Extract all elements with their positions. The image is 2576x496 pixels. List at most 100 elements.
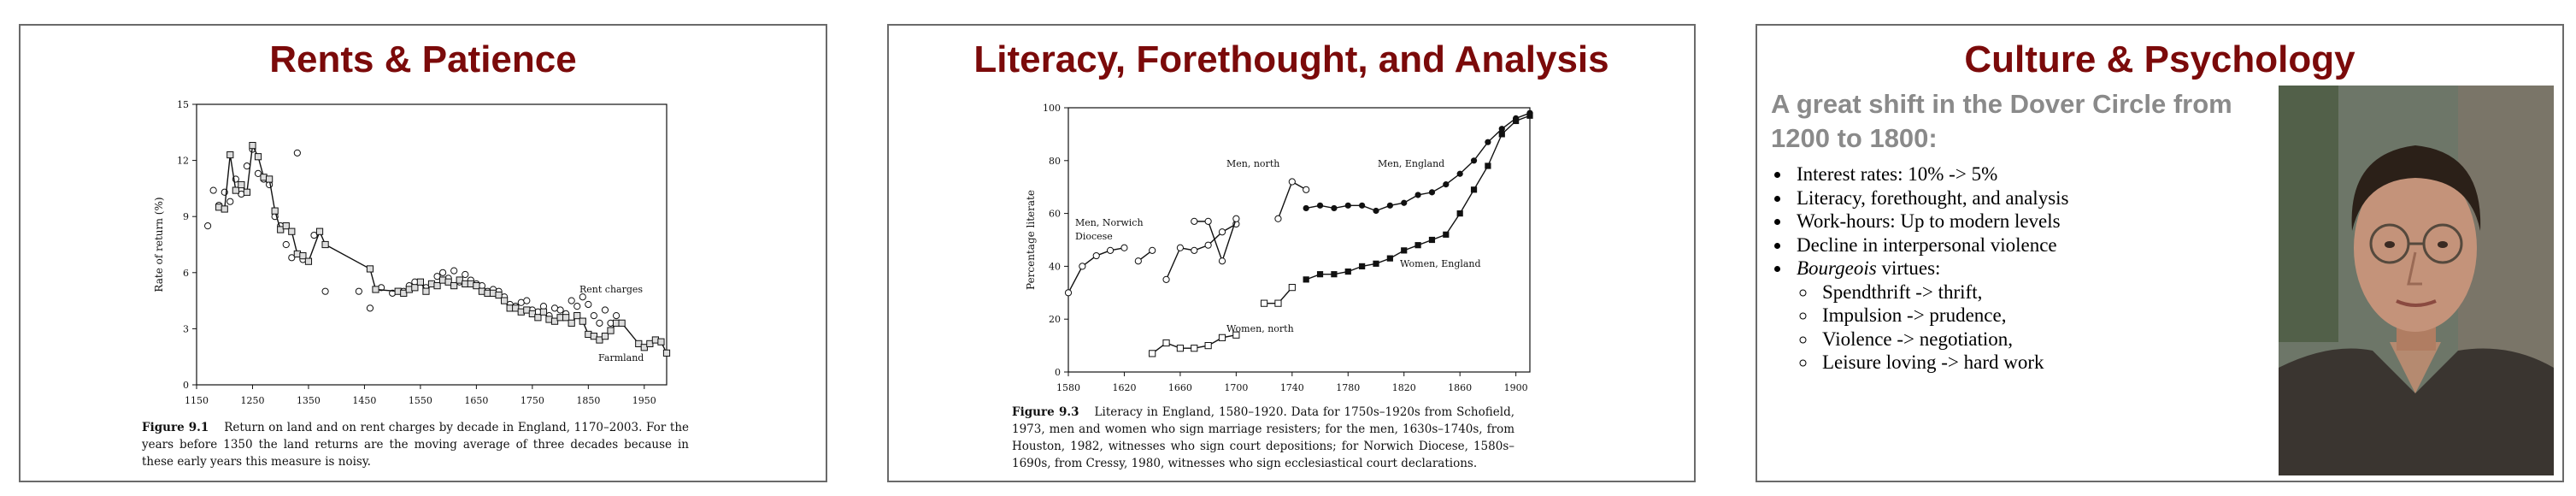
x-tick-label: 1660 [1168, 382, 1192, 393]
data-point [601, 306, 609, 314]
data-point [1191, 345, 1198, 352]
data-point [528, 310, 536, 318]
chart-annotation: Women, north [1226, 323, 1294, 334]
data-point [523, 306, 531, 314]
data-point [433, 273, 441, 280]
bourgeois-suffix: virtues: [1876, 257, 1941, 279]
data-point [1485, 139, 1491, 145]
slide-title: Literacy, Forethought, and Analysis [973, 38, 1609, 80]
y-tick-label: 100 [1043, 103, 1061, 114]
data-point [579, 293, 586, 301]
data-point [1485, 162, 1491, 169]
data-point [1162, 339, 1170, 347]
data-point [640, 344, 648, 351]
data-point [585, 300, 592, 309]
data-point [1344, 268, 1351, 275]
data-point [271, 207, 279, 215]
data-point [568, 297, 575, 304]
x-tick-label: 1750 [520, 395, 544, 406]
data-point [282, 240, 290, 249]
bullet-item-bourgeois: Bourgeois virtues: Spendthrift -> thrift… [1791, 257, 2304, 375]
data-point [473, 282, 480, 290]
data-point [512, 304, 520, 312]
data-point [1428, 189, 1436, 196]
y-tick-label: 40 [1049, 261, 1061, 272]
data-point [1149, 350, 1156, 357]
data-point [1191, 217, 1198, 225]
data-point [618, 319, 626, 327]
data-point [1443, 181, 1450, 188]
bullet-item: Literacy, forethought, and analysis [1791, 186, 2304, 210]
bullet-item: Decline in interpersonal violence [1791, 233, 2304, 257]
x-tick-label: 1820 [1392, 382, 1416, 393]
data-point [238, 180, 245, 189]
data-point [1079, 263, 1086, 270]
slide-literacy: Literacy, Forethought, and Analysis 1580… [887, 24, 1696, 482]
chart-annotation: Diocese [1075, 231, 1113, 242]
data-point [321, 240, 329, 249]
data-point [232, 186, 239, 194]
data-point [657, 338, 665, 345]
data-point [590, 311, 597, 320]
data-point [277, 226, 285, 233]
data-point [243, 188, 251, 196]
sub-bullet-item: Spendthrift -> thrift, [1817, 280, 2304, 304]
data-point [1414, 242, 1421, 249]
data-point [1191, 246, 1198, 254]
data-point [1513, 117, 1520, 125]
data-point [1331, 271, 1338, 278]
data-point [1303, 276, 1309, 283]
sub-bullet-item: Leisure loving -> hard work [1817, 351, 2304, 375]
x-tick-label: 1250 [240, 395, 264, 406]
data-point [568, 319, 575, 327]
data-point [1428, 236, 1436, 244]
data-point [1162, 275, 1170, 283]
sub-bullet-list: Spendthrift -> thrift, Impulsion -> prud… [1797, 280, 2304, 375]
data-point [1456, 170, 1463, 177]
data-point [1204, 241, 1212, 249]
figure-label: Figure 9.3 [1012, 405, 1079, 419]
series-line [1277, 180, 1307, 220]
data-point [596, 319, 603, 327]
figure-caption: Figure 9.1 Return on land and on rent cha… [142, 419, 689, 470]
y-tick-label: 20 [1049, 314, 1061, 325]
data-point [1218, 257, 1226, 265]
data-point [1232, 215, 1240, 222]
data-point [355, 287, 362, 295]
data-point [266, 175, 273, 183]
x-tick-label: 1780 [1336, 382, 1360, 393]
chart-annotation: Farmland [598, 352, 644, 363]
data-point [1204, 217, 1212, 225]
slide-subtitle: A great shift in the Dover Circle from 1… [1771, 89, 2232, 153]
data-point [635, 340, 643, 347]
data-point [422, 287, 430, 295]
data-point [1288, 178, 1296, 186]
data-point [1414, 192, 1421, 198]
data-point [1274, 299, 1282, 307]
data-point [1218, 228, 1226, 236]
data-point [501, 297, 509, 304]
series-line [1194, 218, 1238, 263]
data-point [1359, 263, 1366, 269]
data-point [254, 153, 262, 161]
data-point [646, 340, 654, 347]
data-point [1316, 271, 1324, 278]
data-point [254, 169, 262, 178]
data-point [372, 286, 379, 293]
data-point [1204, 342, 1212, 350]
figure-label: Figure 9.1 [142, 421, 209, 434]
chart-annotation: Men, north [1226, 158, 1279, 169]
data-point [1120, 244, 1128, 251]
data-point [590, 333, 597, 340]
x-tick-label: 1580 [1056, 382, 1080, 393]
data-point [1092, 251, 1100, 260]
data-point [596, 336, 603, 344]
x-tick-label: 1700 [1224, 382, 1248, 393]
data-point [1456, 210, 1463, 217]
data-point [366, 304, 374, 312]
data-point [1526, 112, 1533, 119]
data-point [573, 311, 581, 320]
data-point [315, 227, 324, 235]
y-tick-label: 60 [1049, 209, 1061, 220]
data-point [556, 306, 564, 314]
